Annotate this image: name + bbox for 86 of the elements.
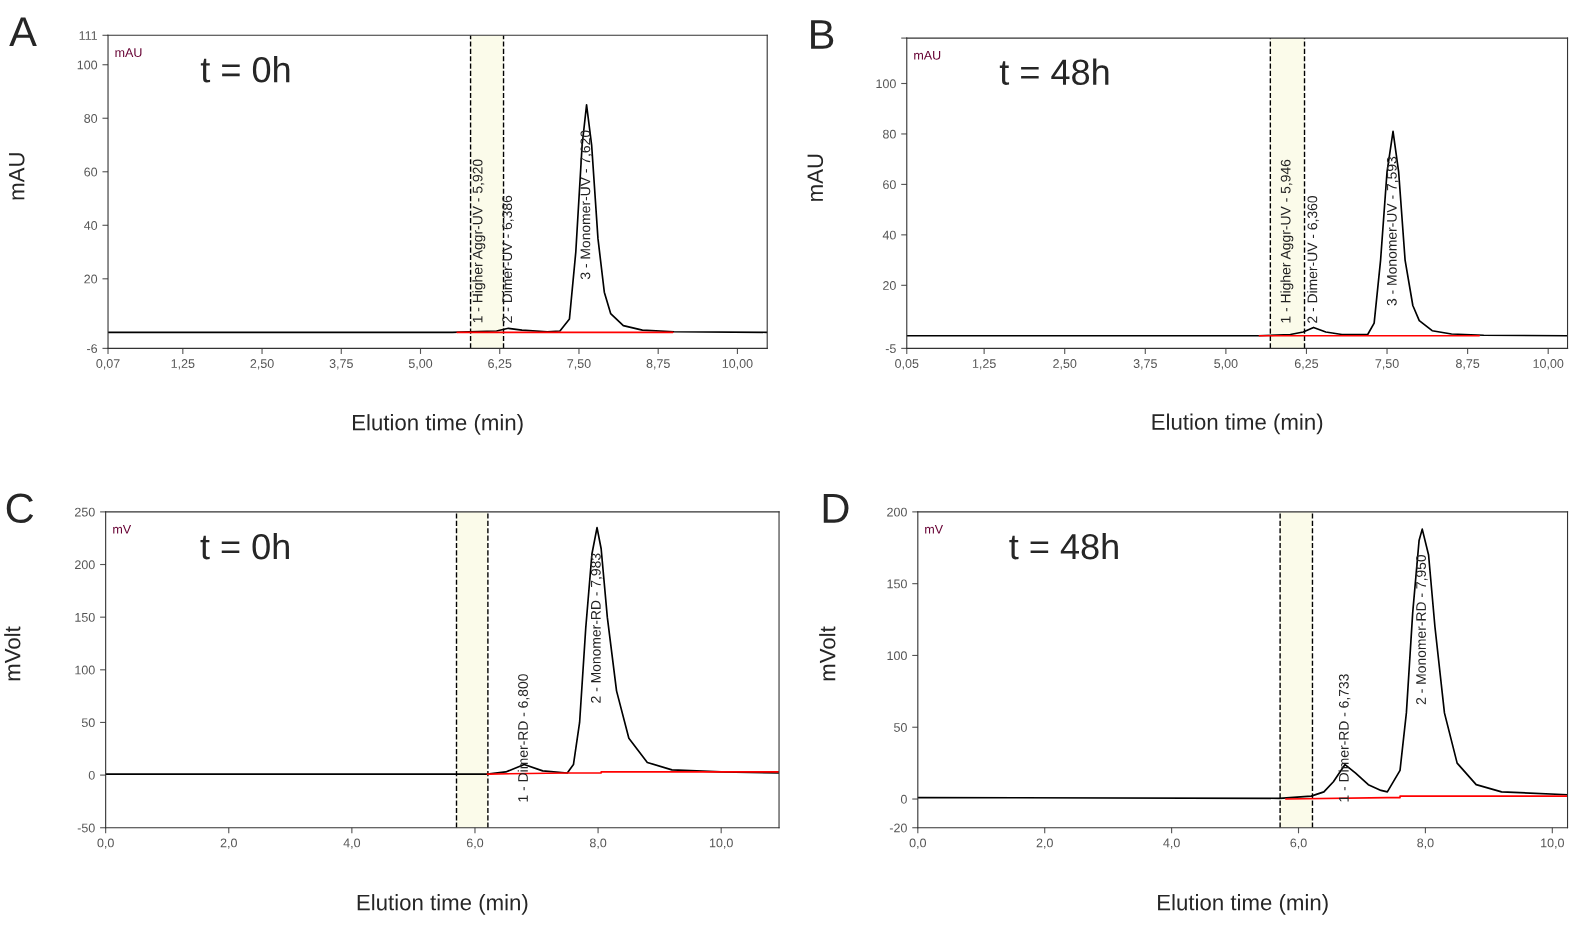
x-tick-label: 1,25 (171, 359, 195, 370)
x-tick-label: 2,0 (220, 838, 237, 849)
annotation: t = 48h (1009, 532, 1118, 560)
y-tick-label: 80 (883, 129, 896, 139)
y-tick-label: 100 (77, 60, 98, 70)
x-tick-label: 2,0 (1036, 838, 1053, 849)
text: A (9, 17, 37, 47)
y-tick-label: 80 (84, 114, 98, 123)
x-tick-label: 6,25 (488, 359, 512, 370)
y-tick-label: 100 (887, 651, 907, 661)
y-tick-label: 200 (887, 507, 907, 517)
y-tick-label: 60 (883, 180, 896, 190)
annotation: 2 - Dimer-UV - 6,360 (1307, 195, 1319, 323)
y-tick-label: 20 (883, 281, 896, 290)
y-tick-label: 200 (75, 560, 95, 570)
annotation: 1 - Dimer-RD - 6,733 (1338, 674, 1351, 802)
y-tick-label: 150 (887, 579, 907, 589)
x-tick-label: 5,00 (408, 359, 433, 370)
annotation: 2 - Monomer-RD - 7,983 (590, 553, 603, 703)
x-tick-label: 4,0 (343, 838, 361, 849)
y-tick-label: 40 (882, 230, 896, 240)
y-tick-label: 0 (88, 770, 95, 780)
x-axis-title: Elution time (min) (1158, 894, 1328, 915)
y-tick-label: 100 (75, 665, 95, 675)
y-tick-label: -6 (87, 344, 98, 354)
x-tick-label: 7,50 (567, 359, 591, 370)
annotation: t = 0h (200, 56, 290, 83)
x-tick-label: 10,0 (709, 838, 733, 849)
y-tick-label: 50 (81, 718, 95, 728)
x-tick-label: 6,0 (466, 838, 484, 849)
y-tick-label: 50 (894, 723, 907, 732)
annotation: mAU (115, 48, 142, 58)
x-tick-label: 3,75 (329, 359, 353, 370)
y-tick-label: 250 (75, 507, 95, 517)
x-tick-label: 2,50 (250, 359, 274, 370)
annotation: 1 - Dimer-RD - 6,800 (517, 674, 530, 802)
x-tick-label: 0,0 (97, 838, 114, 849)
annotation: 3 - Monomer-UV - 7,593 (1386, 156, 1399, 306)
text: D (823, 493, 849, 523)
x-tick-label: 5,00 (1214, 359, 1238, 370)
x-tick-label: 8,75 (1456, 359, 1480, 370)
x-tick-label: 10,0 (1541, 838, 1564, 849)
x-tick-label: 8,0 (1417, 838, 1434, 849)
annotation: 2 - Monomer-RD - 7,950 (1416, 554, 1428, 705)
text: B (811, 20, 834, 49)
x-tick-label: 4,0 (1163, 838, 1180, 849)
x-tick-label: 8,75 (646, 359, 670, 370)
x-tick-label: 2,50 (1053, 359, 1077, 370)
y-tick-label: 100 (876, 79, 896, 89)
x-tick-label: 7,50 (1375, 359, 1399, 370)
x-tick-label: 0,05 (895, 359, 919, 370)
annotation: mV (113, 524, 132, 534)
x-tick-label: 10,00 (722, 359, 753, 370)
annotation: 2 - Dimer-UV - 6,386 (501, 195, 514, 323)
annotation: mAU (914, 50, 941, 60)
annotation: 3 - Monomer-UV - 7,620 (580, 130, 592, 280)
x-tick-label: 3,75 (1133, 359, 1157, 370)
y-tick-label: -5 (885, 344, 896, 354)
y-tick-label: -50 (77, 823, 95, 833)
y-axis-title: mAU (9, 153, 25, 200)
x-tick-label: 6,25 (1294, 359, 1319, 370)
y-tick-label: 40 (83, 221, 98, 230)
annotation: 1 - Higher Aggr-UV - 5,946 (1280, 159, 1294, 323)
annotation: t = 0h (200, 532, 289, 560)
x-tick-label: 8,0 (589, 838, 607, 849)
x-tick-label: 10,00 (1533, 359, 1564, 370)
x-axis-title: Elution time (min) (353, 414, 523, 435)
x-tick-label: 1,25 (972, 359, 996, 370)
annotation: 1 - Higher Aggr-UV - 5,920 (472, 159, 486, 323)
x-axis-title: Elution time (min) (1152, 413, 1323, 435)
text: C (6, 493, 34, 524)
x-axis-title: Elution time (min) (357, 894, 528, 915)
x-tick-label: 0,0 (909, 838, 927, 849)
y-axis-title: mVolt (819, 626, 836, 681)
x-tick-label: 0,07 (96, 359, 120, 370)
y-axis-title: mAU (807, 154, 824, 201)
y-axis-title: mVolt (4, 626, 21, 681)
y-tick-label: 150 (75, 612, 95, 622)
y-tick-label: 0 (900, 794, 907, 804)
y-tick-label: 111 (79, 31, 97, 40)
x-tick-label: 6,0 (1290, 838, 1307, 849)
y-tick-label: -20 (889, 823, 907, 833)
annotation: mV (925, 524, 944, 534)
y-tick-label: 20 (84, 274, 98, 284)
annotation: t = 48h (999, 58, 1109, 86)
y-tick-label: 60 (84, 167, 98, 177)
